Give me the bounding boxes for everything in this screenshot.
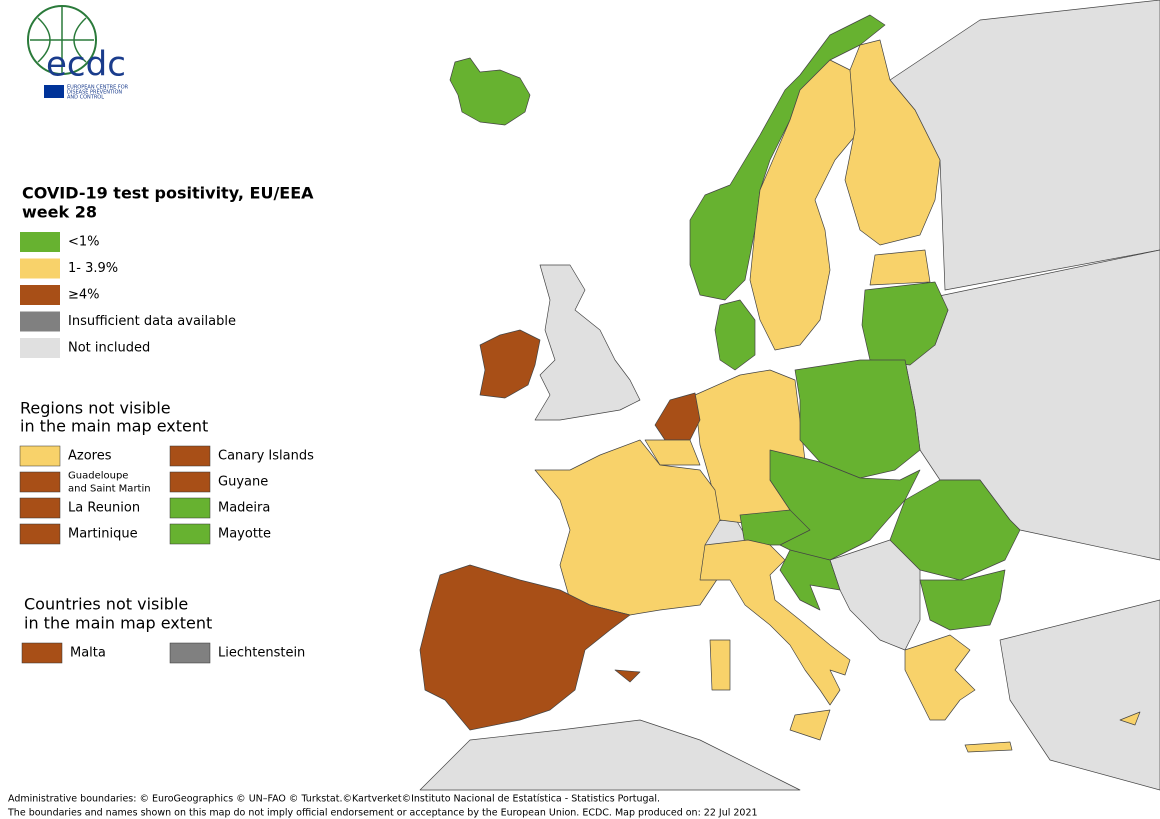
region-belgium <box>644 439 701 466</box>
region-label: La Reunion <box>68 501 140 516</box>
region-swatch <box>169 523 211 545</box>
legend-label: ≥4% <box>68 288 100 303</box>
region-swatch <box>169 445 211 467</box>
region-iberia <box>419 564 631 731</box>
country-label: Malta <box>70 646 106 661</box>
region-bulgaria <box>919 569 1006 631</box>
region-swatch <box>169 497 211 519</box>
countries-title: in the main map extent <box>24 614 212 633</box>
region-estonia <box>869 249 931 286</box>
region-uk <box>534 264 641 421</box>
map <box>419 0 1160 791</box>
regions-title: Regions not visible <box>20 399 171 418</box>
country-swatch <box>169 642 211 664</box>
legend-title: COVID-19 test positivity, EU/EEA <box>22 184 314 203</box>
region-label: Guadeloupe <box>68 471 128 482</box>
region-swatch <box>19 445 61 467</box>
logo-grid <box>30 6 94 74</box>
region-sicily <box>789 709 831 741</box>
region-croatia <box>779 549 841 611</box>
region-label: Mayotte <box>218 527 271 542</box>
legend-swatch <box>20 311 60 332</box>
legend-label: 1- 3.9% <box>68 261 118 276</box>
region-label: Madeira <box>218 501 270 516</box>
region-austria <box>739 509 811 546</box>
eu-flag <box>44 85 64 98</box>
region-sweden <box>749 59 861 351</box>
legend-title: week 28 <box>22 203 97 222</box>
logo-name: ecdc <box>46 45 126 85</box>
countries-title: Countries not visible <box>24 595 188 614</box>
region-cyprus <box>1119 711 1141 726</box>
region-poland <box>794 359 921 479</box>
legend-label: Not included <box>68 341 150 356</box>
region-sardinia <box>709 639 731 691</box>
country-label: Liechtenstein <box>218 646 305 661</box>
footer-line: Administrative boundaries: © EuroGeograp… <box>8 794 660 805</box>
logo-org-line: EUROPEAN CENTRE FOR <box>67 85 129 91</box>
region-label: Azores <box>68 449 112 464</box>
region-romania <box>889 479 1021 581</box>
region-swatch <box>19 471 61 493</box>
region-swatch <box>19 497 61 519</box>
region-finland <box>844 39 941 246</box>
region-label: and Saint Martin <box>68 484 151 495</box>
region-ireland <box>479 329 541 399</box>
legend-label: <1% <box>68 235 100 250</box>
legend-swatch <box>20 258 60 279</box>
region-north-africa <box>419 719 801 791</box>
region-turkey <box>999 599 1160 791</box>
region-crete <box>964 741 1013 753</box>
legend-swatch <box>20 285 60 305</box>
footer-line: The boundaries and names shown on this m… <box>7 808 758 819</box>
logo-org-line: DISEASE PREVENTION <box>67 90 122 96</box>
region-swatch <box>169 471 211 493</box>
region-label: Martinique <box>68 527 138 542</box>
region-greece <box>904 634 976 721</box>
region-denmark <box>714 299 756 371</box>
logo-org-line: AND CONTROL <box>67 95 104 101</box>
region-swatch <box>19 523 61 545</box>
legend-swatch <box>20 338 60 358</box>
legend-swatch <box>20 232 60 252</box>
region-baleares <box>614 669 641 683</box>
country-swatch <box>21 642 63 664</box>
region-iceland <box>449 57 531 126</box>
legend-label: Insufficient data available <box>68 314 236 329</box>
region-label: Guyane <box>218 475 268 490</box>
region-label: Canary Islands <box>218 449 314 464</box>
region-baltics <box>861 281 949 366</box>
regions-title: in the main map extent <box>20 417 208 436</box>
region-italy <box>699 539 851 706</box>
